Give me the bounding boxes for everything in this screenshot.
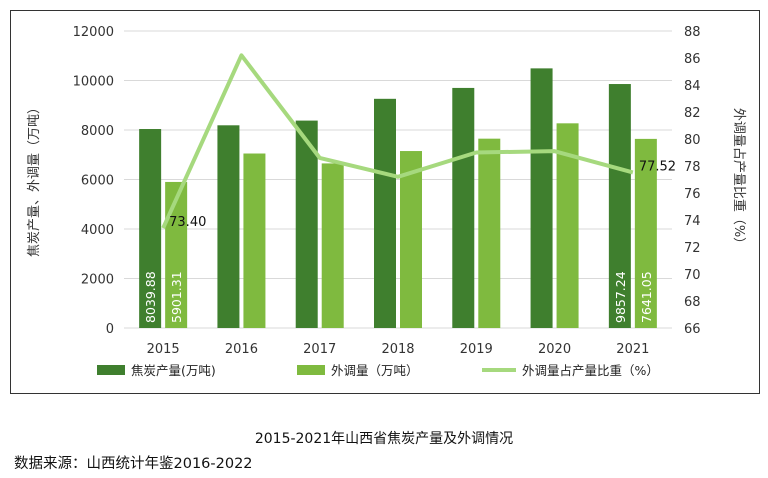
legend-swatch — [297, 365, 325, 375]
bar-export-2016 — [243, 153, 266, 328]
legend-swatch — [97, 365, 125, 375]
y2-tick-label: 88 — [684, 25, 701, 40]
y2-tick-label: 72 — [684, 241, 701, 256]
bar-export-2018 — [400, 151, 422, 328]
chart-caption: 2015-2021年山西省焦炭产量及外调情况 — [254, 431, 514, 447]
y2-tick-label: 68 — [684, 295, 701, 310]
y-tick-label: 6000 — [81, 174, 114, 189]
y2-tick-label: 70 — [684, 268, 701, 283]
bar-data-label: 8039.88 — [143, 271, 158, 323]
bar-export-2019 — [478, 138, 501, 328]
ratio-line — [161, 53, 634, 229]
legend-entry: 外调量（万吨） — [331, 363, 419, 378]
y-tick-label: 2000 — [81, 273, 114, 288]
bar-coke-output-2018 — [374, 98, 396, 328]
bar-export-2015 — [165, 181, 188, 328]
bar-data-label: 9857.24 — [613, 271, 628, 323]
line-data-label: 77.52 — [639, 159, 676, 174]
y2-axis-title: 外调量占产量比重（%） — [731, 108, 747, 250]
y2-tick-label: 86 — [684, 52, 701, 67]
y2-tick-label: 84 — [684, 79, 701, 94]
y-tick-label: 4000 — [81, 223, 114, 238]
y-tick-label: 10000 — [73, 75, 114, 90]
bar-export-2017 — [321, 163, 344, 328]
chart: 0 2000 4000 6000 8000 10000 12000 66 68 70 72 74 76 7… — [27, 25, 747, 378]
x-tick-label: 2015 — [147, 342, 180, 357]
bar-coke-output-2021 — [608, 84, 631, 328]
x-tick-label: 2021 — [616, 342, 649, 357]
data-source: 数据来源：山西统计年鉴2016-2022 — [14, 456, 253, 472]
x-tick-label: 2020 — [538, 342, 571, 357]
bar-export-2020 — [556, 123, 579, 328]
y-tick-label: 0 — [106, 322, 114, 337]
x-tick-label: 2018 — [381, 342, 414, 357]
x-tick-label: 2019 — [460, 342, 493, 357]
bar-data-label: 7641.05 — [639, 271, 654, 323]
y2-tick-label: 80 — [684, 133, 701, 148]
legend-entry: 外调量占产量比重（%） — [522, 363, 659, 378]
y-tick-label: 8000 — [81, 124, 114, 139]
y-tick-label: 12000 — [73, 25, 114, 40]
x-tick-label: 2016 — [225, 342, 258, 357]
bar-coke-output-2016 — [217, 125, 240, 328]
bar-coke-output-2019 — [452, 87, 475, 328]
chart-frame: 0 2000 4000 6000 8000 10000 12000 66 68 70 72 74 76 7… — [10, 10, 760, 394]
bar-coke-output-2017 — [295, 120, 318, 328]
bar-coke-output-2020 — [530, 68, 553, 328]
bar-data-label: 5901.31 — [169, 271, 184, 323]
y2-tick-label: 66 — [684, 322, 701, 337]
line-data-label: 73.40 — [169, 215, 206, 230]
x-tick-label: 2017 — [303, 342, 336, 357]
bar-export-2021 — [634, 138, 657, 328]
y-axis-title: 焦炭产量、外调量（万吨） — [27, 101, 42, 257]
legend-entry: 焦炭产量(万吨) — [131, 363, 216, 378]
y2-tick-label: 74 — [684, 214, 701, 229]
y2-tick-label: 78 — [684, 160, 701, 175]
bar-coke-output-2015 — [139, 129, 162, 328]
y2-tick-label: 76 — [684, 187, 701, 202]
y2-tick-label: 82 — [684, 106, 701, 121]
